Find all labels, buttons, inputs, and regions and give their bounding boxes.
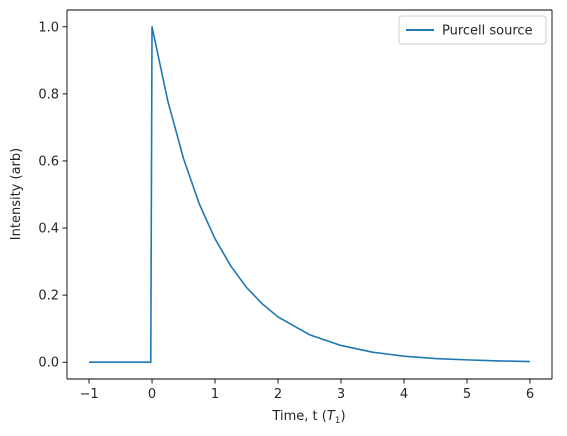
x-tick-label: 6 [526,387,534,402]
x-tick-label: 2 [274,387,282,402]
x-tick-label: 5 [463,387,471,402]
y-tick-label: 0.4 [38,222,59,237]
x-tick-label: 1 [211,387,219,402]
y-axis-ticks: 0.0 0.2 0.4 0.6 0.8 1.0 [38,20,67,371]
legend: Purcell source [398,15,547,45]
x-tick-label: 0 [148,387,156,402]
y-axis-label: Intensity (arb) [9,148,24,240]
legend-label: Purcell source [442,24,533,39]
x-axis-ticks: −1 0 1 2 3 4 5 6 [79,379,534,402]
x-tick-label: 3 [337,387,345,402]
y-tick-label: 0.6 [38,154,59,169]
y-tick-label: 0.2 [38,289,59,304]
plot-area [67,10,552,379]
series-line-0 [89,25,530,364]
y-tick-label: 0.0 [38,356,59,371]
x-tick-label: −1 [79,387,98,402]
y-tick-label: 1.0 [38,20,59,35]
series-layer [89,25,530,364]
legend-box [398,15,547,45]
y-tick-label: 0.8 [38,87,59,102]
axes-frame [66,9,553,380]
x-axis-label: Time, t (T1) [271,409,345,426]
x-tick-label: 4 [400,387,408,402]
